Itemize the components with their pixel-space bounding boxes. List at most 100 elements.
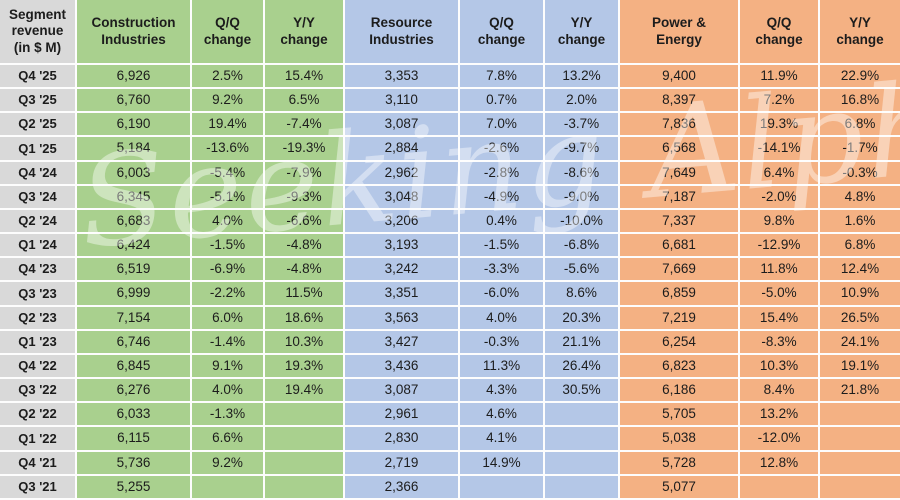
- yy-change-cell: [820, 475, 900, 500]
- yy-change-cell: -5.6%: [545, 258, 620, 283]
- yy-change-cell: 16.8%: [820, 89, 900, 114]
- qq-change-cell: [460, 475, 545, 500]
- qq-change-cell: -3.3%: [460, 258, 545, 283]
- revenue-cell: 3,048: [345, 185, 460, 210]
- yy-change-cell: -6.6%: [265, 209, 345, 235]
- revenue-cell: 6,568: [620, 137, 740, 162]
- yy-change-cell: 6.5%: [265, 89, 345, 114]
- yy-change-cell: -6.8%: [545, 234, 620, 259]
- yy-change-cell: 19.4%: [265, 379, 345, 404]
- qq-change-cell: [192, 475, 265, 500]
- revenue-cell: 2,884: [345, 137, 460, 162]
- revenue-cell: 7,219: [620, 306, 740, 331]
- revenue-cell: 3,087: [345, 113, 460, 138]
- revenue-cell: 9,400: [620, 65, 740, 90]
- yy-change-cell: [265, 427, 345, 452]
- quarter-label-cell: Q4 '24: [0, 161, 77, 186]
- qq-change-cell: -2.0%: [740, 185, 820, 210]
- revenue-cell: 6,254: [620, 330, 740, 355]
- yy-change-cell: 19.1%: [820, 354, 900, 380]
- qq-change-cell: 11.8%: [740, 258, 820, 283]
- revenue-cell: 2,366: [345, 475, 460, 500]
- yy-change-cell: -7.4%: [265, 113, 345, 138]
- quarter-label-cell: Q3 '22: [0, 379, 77, 404]
- revenue-cell: 6,424: [77, 234, 192, 259]
- revenue-cell: 3,087: [345, 379, 460, 404]
- revenue-cell: 6,345: [77, 185, 192, 210]
- yy-change-cell: [820, 427, 900, 452]
- yy-change-cell: -19.3%: [265, 137, 345, 162]
- quarter-label-cell: Q2 '22: [0, 403, 77, 428]
- qq-change-cell: -5.0%: [740, 282, 820, 307]
- revenue-cell: 6,033: [77, 403, 192, 428]
- yy-change-cell: 8.6%: [545, 282, 620, 307]
- yy-change-cell: -1.7%: [820, 137, 900, 162]
- qq-change-cell: 6.6%: [192, 427, 265, 452]
- qq-change-cell: 9.1%: [192, 354, 265, 380]
- qq-change-header-cell-3: Q/Q change: [740, 0, 820, 65]
- qq-change-cell: -4.9%: [460, 185, 545, 210]
- quarter-label-cell: Q2 '24: [0, 209, 77, 235]
- yy-change-cell: 6.8%: [820, 234, 900, 259]
- qq-change-cell: 19.3%: [740, 113, 820, 138]
- qq-change-cell: 4.0%: [460, 306, 545, 331]
- yy-change-cell: [545, 427, 620, 452]
- yy-change-header-cell-1: Y/Y change: [265, 0, 345, 65]
- yy-change-cell: 12.4%: [820, 258, 900, 283]
- qq-change-cell: 4.6%: [460, 403, 545, 428]
- qq-change-cell: 13.2%: [740, 403, 820, 428]
- yy-change-cell: -3.7%: [545, 113, 620, 138]
- qq-change-cell: -1.3%: [192, 403, 265, 428]
- qq-change-cell: 7.0%: [460, 113, 545, 138]
- revenue-cell: 7,649: [620, 161, 740, 186]
- revenue-cell: 6,999: [77, 282, 192, 307]
- revenue-cell: 3,353: [345, 65, 460, 90]
- revenue-cell: 6,760: [77, 89, 192, 114]
- quarter-label-cell: Q3 '25: [0, 89, 77, 114]
- yy-change-cell: [265, 403, 345, 428]
- yy-change-cell: -4.8%: [265, 234, 345, 259]
- yy-change-cell: -9.7%: [545, 137, 620, 162]
- yy-change-cell: -10.0%: [545, 209, 620, 235]
- quarter-label-cell: Q4 '21: [0, 451, 77, 476]
- revenue-cell: 7,337: [620, 209, 740, 235]
- yy-change-cell: 30.5%: [545, 379, 620, 404]
- revenue-cell: 5,255: [77, 475, 192, 500]
- revenue-cell: 6,681: [620, 234, 740, 259]
- yy-change-cell: -9.0%: [545, 185, 620, 210]
- qq-change-header-cell-1: Q/Q change: [192, 0, 265, 65]
- qq-change-cell: -6.0%: [460, 282, 545, 307]
- revenue-cell: 6,115: [77, 427, 192, 452]
- qq-change-cell: 8.4%: [740, 379, 820, 404]
- revenue-cell: 5,184: [77, 137, 192, 162]
- quarter-label-cell: Q2 '25: [0, 113, 77, 138]
- revenue-cell: 5,728: [620, 451, 740, 476]
- revenue-cell: 5,736: [77, 451, 192, 476]
- qq-change-cell: 9.8%: [740, 209, 820, 235]
- quarter-label-cell: Q3 '21: [0, 475, 77, 500]
- yy-change-cell: 26.4%: [545, 354, 620, 380]
- qq-change-cell: 2.5%: [192, 65, 265, 90]
- revenue-cell: 3,242: [345, 258, 460, 283]
- qq-change-cell: 9.2%: [192, 89, 265, 114]
- revenue-cell: 6,276: [77, 379, 192, 404]
- yy-change-cell: 15.4%: [265, 65, 345, 90]
- yy-change-cell: -9.3%: [265, 185, 345, 210]
- quarter-label-cell: Q1 '22: [0, 427, 77, 452]
- qq-change-cell: 10.3%: [740, 354, 820, 380]
- qq-change-cell: -5.1%: [192, 185, 265, 210]
- revenue-cell: 6,683: [77, 209, 192, 235]
- segment-header-cell-1: Construction Industries: [77, 0, 192, 65]
- qq-change-cell: 4.0%: [192, 379, 265, 404]
- qq-change-cell: 12.8%: [740, 451, 820, 476]
- corner-header-cell: Segment revenue (in $ M): [0, 0, 77, 65]
- yy-change-cell: 24.1%: [820, 330, 900, 355]
- revenue-cell: 3,193: [345, 234, 460, 259]
- yy-change-cell: -7.9%: [265, 161, 345, 186]
- qq-change-cell: -0.3%: [460, 330, 545, 355]
- qq-change-cell: -2.2%: [192, 282, 265, 307]
- qq-change-cell: 14.9%: [460, 451, 545, 476]
- yy-change-cell: 1.6%: [820, 209, 900, 235]
- segment-header-cell-3: Power & Energy: [620, 0, 740, 65]
